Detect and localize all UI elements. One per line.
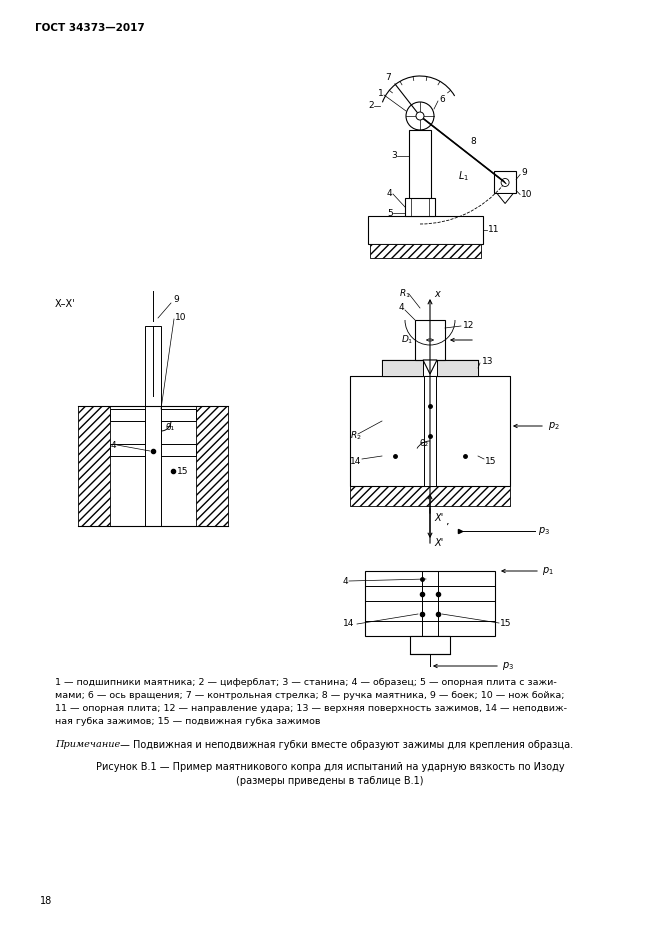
Bar xyxy=(370,244,481,258)
Text: 4: 4 xyxy=(399,303,405,313)
Text: θ₁: θ₁ xyxy=(165,422,174,431)
Bar xyxy=(382,360,423,376)
Text: ная губка зажимов; 15 — подвижная губка зажимов: ная губка зажимов; 15 — подвижная губка … xyxy=(55,717,321,726)
Text: 12: 12 xyxy=(463,320,475,329)
Bar xyxy=(368,216,483,244)
Polygon shape xyxy=(497,194,513,203)
Text: 15: 15 xyxy=(485,457,496,465)
Bar xyxy=(350,486,510,506)
Text: 11 — опорная плита; 12 — направление удара; 13 — верхняя поверхность зажимов, 14: 11 — опорная плита; 12 — направление уда… xyxy=(55,704,567,713)
Bar xyxy=(405,198,435,216)
Text: 8: 8 xyxy=(471,137,477,146)
Text: x: x xyxy=(434,289,440,299)
Text: $R_2$: $R_2$ xyxy=(350,430,362,442)
Bar xyxy=(424,376,436,486)
Bar xyxy=(350,376,382,486)
Text: — Подвижная и неподвижная губки вместе образуют зажимы для крепления образца.: — Подвижная и неподвижная губки вместе о… xyxy=(117,740,573,750)
Text: 14: 14 xyxy=(350,457,362,465)
Bar xyxy=(437,360,478,376)
Text: $R_1$: $R_1$ xyxy=(399,287,410,300)
Text: 1: 1 xyxy=(378,90,384,98)
Text: $p_1$: $p_1$ xyxy=(542,565,554,577)
Text: (размеры приведены в таблице В.1): (размеры приведены в таблице В.1) xyxy=(236,776,424,786)
Text: $p_3$: $p_3$ xyxy=(538,525,550,537)
Bar xyxy=(350,376,510,486)
Text: мами; 6 — ось вращения; 7 — контрольная стрелка; 8 — ручка маятника, 9 — боек; 1: мами; 6 — ось вращения; 7 — контрольная … xyxy=(55,691,564,700)
Text: 10: 10 xyxy=(521,190,533,199)
Bar xyxy=(415,320,445,360)
Bar xyxy=(494,171,516,194)
Bar xyxy=(409,130,431,216)
Text: 4: 4 xyxy=(343,577,348,586)
Circle shape xyxy=(416,112,424,120)
Polygon shape xyxy=(423,360,437,374)
Text: 9: 9 xyxy=(521,168,527,177)
Text: 7: 7 xyxy=(385,74,391,82)
Bar xyxy=(382,360,478,376)
Text: 5: 5 xyxy=(387,209,393,217)
Text: Рисунок В.1 — Пример маятникового копра для испытаний на ударную вязкость по Изо: Рисунок В.1 — Пример маятникового копра … xyxy=(96,762,564,772)
Text: ’: ’ xyxy=(445,523,449,533)
Bar xyxy=(365,571,495,636)
Bar xyxy=(110,409,196,421)
Bar xyxy=(410,636,450,654)
Text: 3: 3 xyxy=(391,152,397,160)
Bar xyxy=(78,406,110,526)
Text: 6: 6 xyxy=(439,95,445,104)
Text: 9: 9 xyxy=(173,296,178,304)
Text: X': X' xyxy=(434,538,444,548)
Bar xyxy=(196,406,228,526)
Text: $p_2$: $p_2$ xyxy=(548,420,560,432)
Bar xyxy=(478,376,510,486)
Text: 13: 13 xyxy=(482,358,494,367)
Text: ГОСТ 34373—2017: ГОСТ 34373—2017 xyxy=(35,23,145,33)
Text: 15: 15 xyxy=(177,466,188,475)
Text: 14: 14 xyxy=(343,620,354,628)
Text: 10: 10 xyxy=(175,314,186,323)
Text: $D_1$: $D_1$ xyxy=(401,334,413,346)
Text: 15: 15 xyxy=(500,620,512,628)
Text: Примечание: Примечание xyxy=(55,740,120,749)
Text: 4: 4 xyxy=(111,442,116,450)
Text: θ₂: θ₂ xyxy=(420,440,429,448)
Text: X–X': X–X' xyxy=(55,299,75,309)
Text: $L_1$: $L_1$ xyxy=(458,169,469,183)
Text: 11: 11 xyxy=(488,226,500,235)
Text: 18: 18 xyxy=(40,896,52,906)
Bar xyxy=(110,444,196,456)
Text: X': X' xyxy=(434,513,444,523)
Text: 1 — подшипники маятника; 2 — циферблат; 3 — станина; 4 — образец; 5 — опорная пл: 1 — подшипники маятника; 2 — циферблат; … xyxy=(55,678,557,687)
Text: 4: 4 xyxy=(387,188,393,197)
Bar xyxy=(145,326,161,526)
Text: $p_3$: $p_3$ xyxy=(502,660,514,672)
Text: 2: 2 xyxy=(368,101,373,110)
